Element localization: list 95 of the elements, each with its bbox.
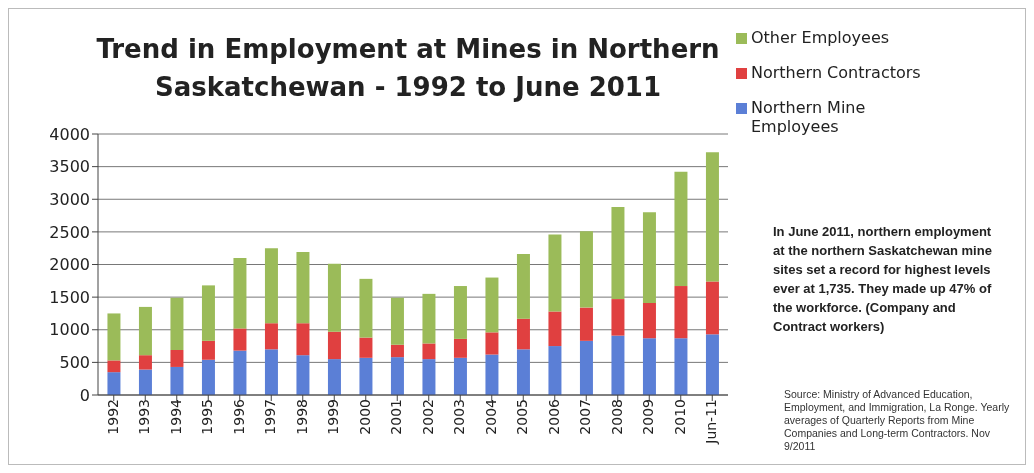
bar [453,338,467,358]
y-tick-label: 3000 [49,189,90,209]
legend-label: Northern Mine Employees [751,98,867,136]
bar [390,297,404,345]
bar [422,343,436,360]
bar [485,277,499,333]
bar [516,318,530,350]
bar [170,366,184,395]
bar [233,328,247,351]
y-tick-label: 3500 [49,157,90,177]
y-tick-label: 1500 [49,287,90,307]
bar [453,357,467,395]
bar [107,360,121,373]
x-tick-label: 1998 [293,399,310,435]
y-tick-label: 2500 [49,222,90,242]
bar [642,212,656,303]
x-tick-label: 1992 [104,399,121,435]
x-tick-label: 1993 [136,399,153,435]
y-tick-label: 0 [79,385,90,405]
y-tick-label: 4000 [49,124,90,144]
x-tick-label: 2010 [671,399,688,435]
bar [327,331,341,360]
bar [705,152,719,282]
bar [516,254,530,319]
x-tick-label: 2004 [482,398,499,435]
bar [138,355,152,370]
bar [611,299,625,336]
bar [327,359,341,395]
bar [579,231,593,308]
bar [201,340,215,360]
x-tick-label: 2005 [514,399,531,435]
x-tick-label: 1997 [262,399,279,435]
x-tick-label: 2007 [577,399,594,435]
bar [516,349,530,395]
bar [201,359,215,395]
bar [170,297,184,350]
x-tick-label: 1994 [167,398,184,435]
bar [359,337,373,358]
y-tick-label: 1000 [49,320,90,340]
bar [201,285,215,341]
bar [611,335,625,395]
x-tick-label: 1995 [199,399,216,435]
bar [138,306,152,356]
bar [264,248,278,324]
x-tick-label: Jun-11 [703,399,720,445]
bar [107,372,121,395]
y-tick-label: 2000 [49,255,90,275]
bar [233,350,247,395]
bar [170,349,184,367]
bar [548,311,562,347]
bar [705,281,719,335]
bar [485,354,499,395]
x-tick-label: 2003 [451,399,468,435]
x-tick-label: 2002 [419,399,436,435]
bar [642,303,656,339]
x-tick-label: 2009 [640,399,657,435]
bar [359,357,373,395]
chart-title: Trend in Employment at Mines in Northern Saskatchewan - 1992 to June 2011 [95,33,721,104]
bar [296,252,310,324]
bar [548,346,562,395]
bar [485,332,499,355]
bar [705,334,719,395]
bar [642,338,656,395]
x-tick-label: 1996 [230,398,247,435]
bar [422,293,436,344]
bar [674,286,688,339]
bar [296,323,310,356]
bar [138,369,152,395]
legend-label: Other Employees [751,28,891,47]
bar [453,286,467,339]
x-tick-label: 2008 [608,399,625,435]
bar [359,278,373,338]
x-tick-label: 2001 [388,399,405,435]
bar [579,340,593,395]
bar [422,359,436,395]
bar [579,307,593,341]
bar [264,349,278,395]
source-note: Source: Ministry of Advanced Education, Employment, and Immigration, La Ronge. Yearly averages of Quarterly Reports from Mine Companies and Long-term Contractors. Nov 9/2011 [784,388,1011,453]
bar [296,355,310,395]
bar [611,207,625,300]
text: In June 2011, northern employment at the northern Saskatchewan mine sites set a record for highest levels ever at 1,735. They made up 47% of the workforce. (Company and Contract workers) [773,223,993,336]
bar [390,357,404,395]
legend-label: Northern Contractors [751,63,922,82]
y-tick-label: 500 [59,353,90,373]
bar [107,313,121,361]
bar [233,257,247,329]
x-tick-label: 1999 [325,399,342,435]
bar [390,344,404,358]
bar [674,171,688,287]
bar [264,323,278,350]
bar [327,263,341,332]
bar [548,234,562,312]
x-tick-label: 2000 [356,399,373,435]
bar [674,338,688,395]
x-tick-label: 2006 [545,398,562,435]
